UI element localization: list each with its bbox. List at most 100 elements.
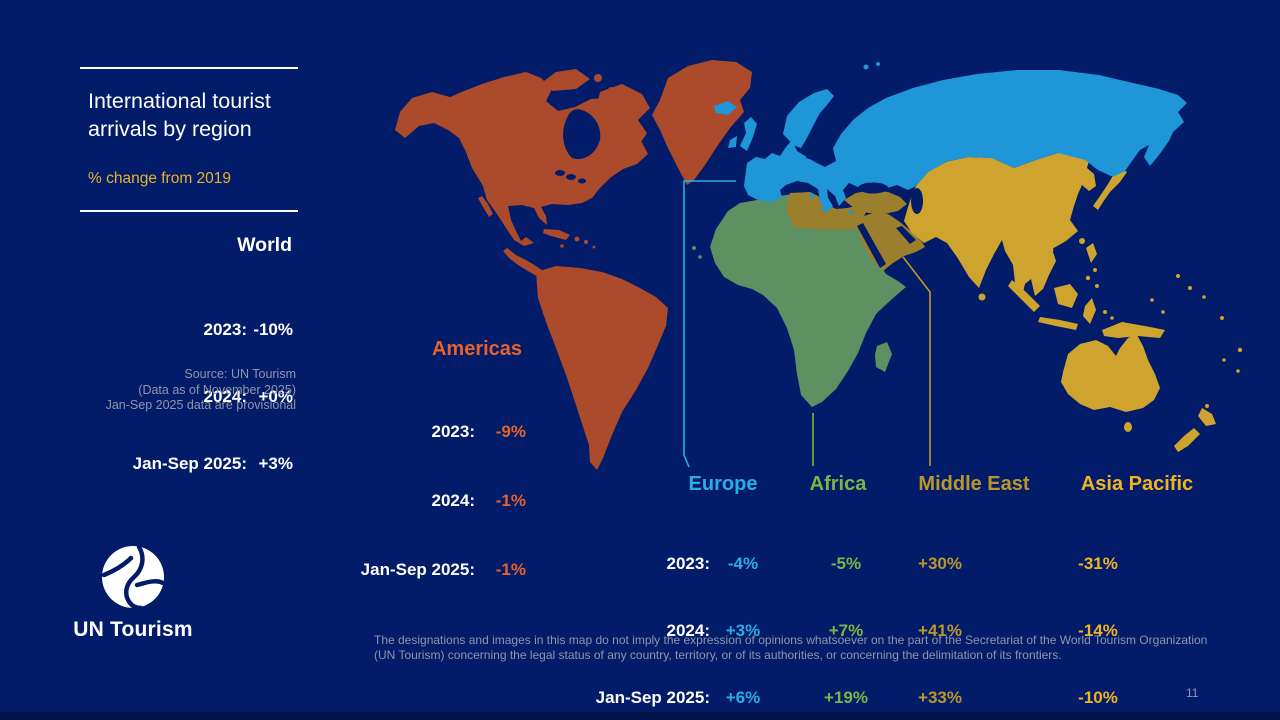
middle-east-callout-line xyxy=(902,256,931,466)
un-tourism-logo-icon xyxy=(101,544,166,610)
middle-east-value-2025: +33% xyxy=(918,688,962,708)
great-lake xyxy=(578,178,586,184)
year-label: 2024: xyxy=(203,387,247,407)
source-line: Source: UN Tourism xyxy=(184,367,296,381)
ireland xyxy=(728,136,737,148)
asia-pacific-value-2023: -31% xyxy=(1078,553,1118,573)
un-tourism-logo-text: UN Tourism xyxy=(73,618,193,641)
world-year-labels: 2023: 2024: Jan-Sep 2025: xyxy=(92,274,247,520)
caribbean-island xyxy=(574,236,580,242)
africa-value-2024: +7% xyxy=(828,621,864,641)
middle-east-values: +30% +41% +33% xyxy=(890,508,990,720)
baltic-sea xyxy=(806,128,824,160)
logo-globe-segments xyxy=(101,544,166,610)
great-lake xyxy=(555,170,565,176)
middle-east-value-2024: +41% xyxy=(918,621,962,641)
year-label: 2024: xyxy=(431,491,475,510)
caribbean-island xyxy=(560,244,564,248)
europe-heading: Europe xyxy=(688,473,758,495)
molucca-island xyxy=(1103,310,1107,314)
africa-value-2025: +19% xyxy=(824,688,868,708)
africa-values: -5% +7% +19% xyxy=(791,508,901,720)
greenland xyxy=(652,60,752,185)
asia-pacific-value-2025: -10% xyxy=(1078,688,1118,708)
red-sea xyxy=(857,223,886,268)
molucca-island xyxy=(1110,316,1114,320)
europe-values: -4% +3% +6% xyxy=(688,508,798,720)
java xyxy=(1038,317,1078,330)
americas-values: -9% -1% -1% xyxy=(481,374,526,627)
source-line: Jan-Sep 2025 data are provisional xyxy=(105,398,296,413)
iceland xyxy=(714,101,737,115)
middle-east-value-2023: +30% xyxy=(918,553,962,573)
caspian-sea xyxy=(911,188,923,214)
sea-overlays xyxy=(555,109,923,268)
year-label: 2024: xyxy=(666,621,710,641)
year-label: Jan-Sep 2025: xyxy=(132,454,247,474)
world-values: -10% +0% +3% xyxy=(250,274,293,520)
borneo xyxy=(1054,284,1078,308)
caribbean-island xyxy=(592,245,596,249)
africa-value-2023: -5% xyxy=(830,553,862,573)
sicily xyxy=(821,206,827,212)
pacific-island xyxy=(1161,310,1165,314)
page-title: International tourist arrivals by region xyxy=(88,87,318,143)
callout-lines xyxy=(683,180,931,468)
asia-pacific-values: -31% -14% -10% xyxy=(1048,508,1148,720)
hainan xyxy=(1048,247,1054,253)
americas-value-2024: -1% xyxy=(495,491,526,510)
great-lake xyxy=(566,174,576,180)
year-label: 2023: xyxy=(431,422,475,441)
americas-value-2025: -1% xyxy=(495,560,526,579)
map-region-europe xyxy=(714,62,1187,214)
scandinavia xyxy=(783,89,834,148)
europe-callout-line xyxy=(683,180,736,468)
sri-lanka xyxy=(978,293,986,301)
source-note: Source: UN Tourism (Data as of November … xyxy=(96,367,296,414)
australia xyxy=(1061,333,1160,412)
americas-year-labels: 2023: 2024: Jan-Sep 2025: xyxy=(345,374,475,627)
year-label: Jan-Sep 2025: xyxy=(360,560,475,579)
caribbean-island xyxy=(584,240,588,244)
hudson-bay xyxy=(563,109,601,160)
cuba xyxy=(543,229,570,240)
americas-heading: Americas xyxy=(431,338,523,360)
baja-peninsula xyxy=(478,196,493,217)
persian-gulf xyxy=(896,226,916,244)
pacific-island xyxy=(1202,295,1206,299)
pacific-island xyxy=(1188,286,1192,290)
tasmania xyxy=(1124,422,1132,432)
baffin-island xyxy=(597,84,650,150)
footer-strip xyxy=(0,712,1280,720)
europe-value-2023: -4% xyxy=(727,553,759,573)
new-guinea xyxy=(1102,322,1165,338)
asia-pacific-heading: Asia Pacific xyxy=(1080,473,1194,495)
map-disclaimer: The designations and images in this map … xyxy=(374,633,1208,662)
asia-landmass xyxy=(904,149,1096,296)
world-value-2025: +3% xyxy=(258,454,294,474)
page-title-line1: International tourist xyxy=(88,89,271,113)
atlantic-island xyxy=(692,246,696,250)
arctic-island-dot xyxy=(608,87,614,93)
pacific-island xyxy=(1236,369,1240,373)
taiwan xyxy=(1079,238,1085,244)
south-america-landmass xyxy=(536,266,668,470)
middle-east-heading: Middle East xyxy=(918,473,1030,495)
crete xyxy=(849,210,853,214)
divider-top xyxy=(80,67,298,69)
philippine-island xyxy=(1095,284,1099,288)
pacific-island xyxy=(1237,347,1243,353)
table-year-labels: 2023: 2024: Jan-Sep 2025: xyxy=(540,508,710,720)
asia-pacific-value-2024: -14% xyxy=(1078,621,1118,641)
europe-value-2025: +6% xyxy=(725,688,761,708)
pacific-island xyxy=(1222,358,1226,362)
page-subtitle: % change from 2019 xyxy=(88,170,232,187)
world-value-2023: -10% xyxy=(253,319,293,339)
svalbard xyxy=(863,64,869,70)
pacific-island xyxy=(1176,274,1180,278)
pacific-island xyxy=(1220,316,1224,320)
philippine-island xyxy=(1093,268,1097,272)
map-region-asia-pacific xyxy=(904,149,1243,452)
